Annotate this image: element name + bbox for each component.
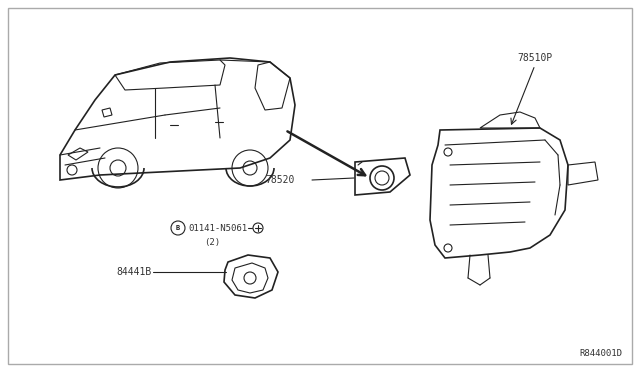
Text: 78520: 78520 [266, 175, 295, 185]
Text: 84441B: 84441B [116, 267, 152, 277]
Text: (2): (2) [204, 237, 220, 247]
Text: 01141-N5061: 01141-N5061 [188, 224, 247, 232]
Text: B: B [176, 225, 180, 231]
Text: 78510P: 78510P [517, 53, 552, 63]
Text: R844001D: R844001D [579, 349, 622, 358]
